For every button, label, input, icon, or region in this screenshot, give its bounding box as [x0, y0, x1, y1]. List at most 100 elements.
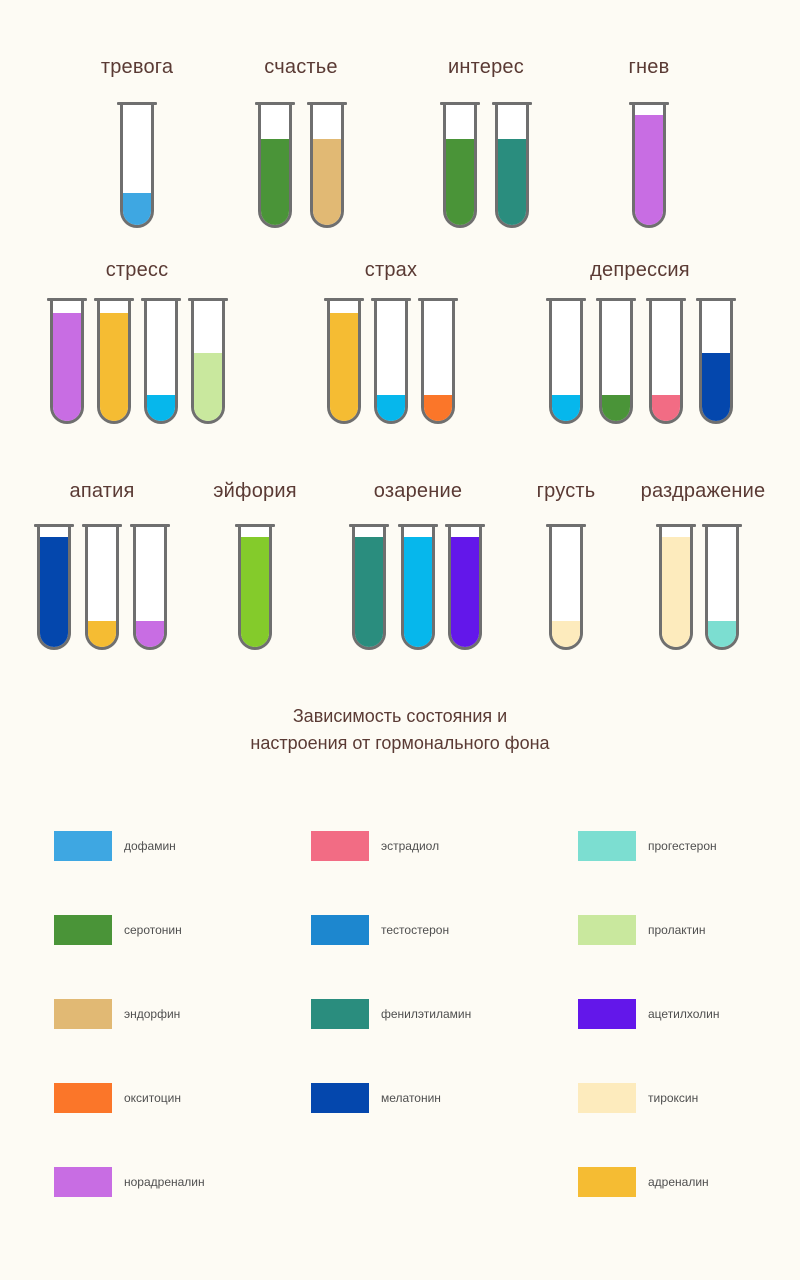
test-tube	[374, 301, 408, 424]
test-tube-rim	[546, 298, 586, 301]
legend-label: тироксин	[648, 1091, 699, 1105]
test-tube-rim	[188, 298, 228, 301]
legend-swatch	[578, 1167, 636, 1197]
test-tube-fill	[404, 536, 432, 647]
emotion-label: раздражение	[640, 480, 766, 502]
legend-swatch	[54, 1167, 112, 1197]
page-title-line-2: настроения от гормонального фона	[250, 733, 550, 753]
test-tube	[144, 301, 178, 424]
legend-swatch	[54, 999, 112, 1029]
legend-swatch	[311, 915, 369, 945]
test-tube-fill	[602, 394, 630, 421]
test-tube	[401, 527, 435, 650]
test-tube-rim	[349, 524, 389, 527]
test-tube-fill	[498, 138, 526, 225]
test-tube-rim	[235, 524, 275, 527]
test-tube	[50, 301, 84, 424]
legend-label: тестостерон	[381, 923, 450, 937]
emotion-label: озарение	[373, 480, 463, 502]
emotion-label: грусть	[536, 480, 596, 502]
test-tube-rim	[546, 524, 586, 527]
test-tube-fill	[635, 114, 663, 225]
test-tube	[549, 527, 583, 650]
legend-label: эстрадиол	[381, 839, 440, 853]
test-tube	[191, 301, 225, 424]
test-tube-fill	[355, 536, 383, 647]
test-tube-rim	[646, 298, 686, 301]
legend-label: дофамин	[124, 839, 176, 853]
test-tube-fill	[147, 394, 175, 421]
test-tube	[421, 301, 455, 424]
test-tube-rim	[34, 524, 74, 527]
test-tube-rim	[492, 102, 532, 105]
legend-swatch	[54, 915, 112, 945]
legend-swatch	[311, 831, 369, 861]
legend-label: прогестерон	[648, 839, 717, 853]
emotion-label: гнев	[628, 56, 670, 78]
test-tube-rim	[445, 524, 485, 527]
test-tube-rim	[47, 298, 87, 301]
test-tube-rim	[398, 524, 438, 527]
legend-label: адреналин	[648, 1175, 709, 1189]
page-title: Зависимость состояния и настроения от го…	[0, 703, 800, 757]
emotion-label: тревога	[100, 56, 174, 78]
page-title-line-1: Зависимость состояния и	[292, 706, 508, 726]
test-tube-rim	[656, 524, 696, 527]
legend-label: окситоцин	[124, 1091, 181, 1105]
test-tube-rim	[130, 524, 170, 527]
test-tube-fill	[241, 536, 269, 647]
legend-label: фенилэтиламин	[381, 1007, 472, 1021]
test-tube-rim	[82, 524, 122, 527]
legend-swatch	[311, 1083, 369, 1113]
test-tube	[443, 105, 477, 228]
test-tube-rim	[596, 298, 636, 301]
legend-label: эндорфин	[124, 1007, 181, 1021]
test-tube	[448, 527, 482, 650]
test-tube	[97, 301, 131, 424]
test-tube-fill	[136, 620, 164, 647]
test-tube-rim	[255, 102, 295, 105]
test-tube-fill	[377, 394, 405, 421]
test-tube	[659, 527, 693, 650]
emotion-label: апатия	[69, 480, 135, 502]
test-tube-fill	[424, 394, 452, 421]
test-tube-fill	[652, 394, 680, 421]
test-tube-fill	[313, 138, 341, 225]
emotion-label: счастье	[264, 56, 338, 78]
test-tube-fill	[662, 536, 690, 647]
test-tube-fill	[552, 620, 580, 647]
test-tube-fill	[40, 536, 68, 647]
test-tube-rim	[629, 102, 669, 105]
test-tube	[549, 301, 583, 424]
test-tube-fill	[708, 620, 736, 647]
test-tube	[85, 527, 119, 650]
test-tube	[352, 527, 386, 650]
legend-swatch	[54, 831, 112, 861]
test-tube-fill	[53, 313, 81, 421]
test-tube-rim	[702, 524, 742, 527]
test-tube-rim	[141, 298, 181, 301]
test-tube	[632, 105, 666, 228]
test-tube-fill	[702, 352, 730, 421]
test-tube-rim	[440, 102, 480, 105]
test-tube-fill	[123, 192, 151, 225]
test-tube	[327, 301, 361, 424]
emotion-label: депрессия	[590, 259, 690, 281]
test-tube-fill	[261, 138, 289, 225]
legend-swatch	[578, 915, 636, 945]
test-tube-fill	[552, 394, 580, 421]
test-tube	[649, 301, 683, 424]
test-tube	[599, 301, 633, 424]
test-tube	[37, 527, 71, 650]
emotion-label: интерес	[448, 56, 524, 78]
test-tube-fill	[100, 313, 128, 421]
test-tube-rim	[696, 298, 736, 301]
test-tube	[238, 527, 272, 650]
legend-label: пролактин	[648, 923, 706, 937]
legend-swatch	[578, 831, 636, 861]
test-tube-fill	[451, 536, 479, 647]
test-tube	[310, 105, 344, 228]
test-tube-rim	[418, 298, 458, 301]
emotion-label: стресс	[105, 259, 169, 281]
legend-label: норадреналин	[124, 1175, 205, 1189]
